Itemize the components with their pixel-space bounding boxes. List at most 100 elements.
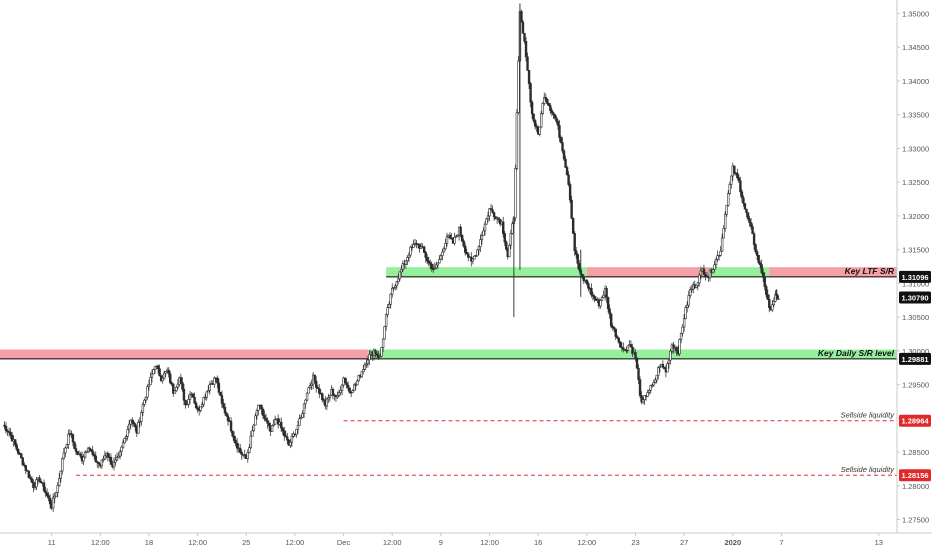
candle-body: [368, 354, 371, 361]
time-axis-tick-label: 12:00: [286, 538, 305, 547]
candle-body: [486, 215, 490, 220]
candle-body: [4, 426, 8, 432]
candle-body: [772, 301, 776, 306]
candle-body: [658, 366, 662, 368]
candle-body: [505, 241, 508, 250]
candle-body: [467, 253, 470, 258]
candle-body: [146, 386, 149, 398]
candle-body: [517, 60, 520, 113]
sellside-upper-line-badge: [899, 414, 931, 427]
time-axis[interactable]: 11 12:00 18 12:00 25 12:00 Dec 12:00 9 12:00 16 12:…: [48, 533, 883, 547]
price-axis-tick-label: 1.28000: [902, 482, 929, 491]
candle-body: [162, 372, 166, 379]
price-axis-tick-label: 1.34000: [902, 77, 929, 86]
candle-body: [391, 287, 394, 295]
candle-body: [739, 180, 742, 193]
key-ltf-line-badge-text: 1.31096: [901, 273, 928, 282]
candle-body: [328, 395, 332, 398]
candle-body: [535, 125, 538, 128]
candle-body: [284, 435, 287, 438]
candle-body: [39, 481, 43, 484]
candle-body: [725, 204, 728, 215]
candle-body: [453, 237, 456, 244]
candle-body: [459, 226, 462, 236]
candle-body: [327, 397, 330, 400]
candle-body: [112, 461, 116, 468]
candle-body: [574, 250, 578, 255]
candle-body: [83, 452, 87, 458]
candle-body: [564, 158, 567, 168]
candle-body: [543, 97, 546, 104]
candle-body: [614, 328, 617, 337]
price-axis-tick-label: 1.35000: [902, 9, 929, 18]
time-axis-tick-label: 9: [439, 538, 443, 547]
candle-body: [158, 368, 161, 377]
candle-body: [573, 232, 576, 252]
candle-body: [94, 455, 97, 462]
candle-body: [296, 424, 300, 430]
candle-body: [61, 458, 64, 472]
candle-body: [530, 101, 534, 115]
candle-body: [689, 289, 692, 296]
candle-body: [605, 288, 608, 298]
candle-body: [194, 402, 198, 409]
candle-body: [549, 105, 552, 111]
candle-body: [213, 377, 216, 385]
candle-body: [508, 244, 511, 258]
candle-body: [109, 457, 113, 465]
candle-body: [366, 359, 370, 365]
candle-body: [748, 218, 751, 223]
candle-body: [555, 117, 558, 122]
candle-body: [267, 423, 271, 427]
candle-body: [553, 114, 557, 119]
candle-body: [743, 203, 747, 210]
candle-body: [238, 447, 242, 453]
candle-body: [272, 423, 275, 426]
candle-body: [102, 458, 105, 461]
candle-body: [150, 373, 154, 378]
candle-body: [593, 295, 596, 300]
candle-body: [608, 308, 611, 315]
time-axis-tick-label: 12:00: [91, 538, 110, 547]
candle-body: [23, 464, 26, 466]
candle-body: [617, 337, 620, 343]
candle-body: [91, 450, 94, 455]
candle-body: [599, 299, 602, 307]
candle-body: [654, 379, 657, 383]
candle-body: [295, 428, 298, 435]
candle-body: [581, 273, 584, 278]
candle-body: [301, 413, 304, 418]
key-ltf-zone-red: [586, 267, 709, 277]
candle-body: [305, 392, 309, 401]
candle-body: [441, 251, 444, 257]
candle-body: [286, 436, 289, 441]
candle-body: [576, 254, 579, 264]
candle-body: [270, 425, 274, 432]
candle-body: [281, 427, 284, 432]
candle-body: [220, 395, 224, 404]
candle-body: [752, 233, 756, 245]
candle-body: [45, 492, 49, 496]
candle-body: [587, 283, 590, 289]
candle-body: [96, 461, 99, 463]
candle-body: [602, 294, 605, 298]
candle-body: [35, 479, 38, 488]
candle-body: [679, 332, 683, 340]
candle-body: [316, 387, 319, 389]
candle-body: [509, 233, 513, 246]
candle-body: [193, 396, 196, 404]
candle-body: [435, 264, 438, 269]
candle-body: [760, 264, 763, 273]
time-axis-tick-label: 12:00: [480, 538, 499, 547]
candle-body: [226, 415, 230, 422]
candle-body: [762, 272, 765, 278]
candle-body: [634, 352, 637, 359]
candle-body: [164, 371, 167, 374]
candle-body: [123, 437, 126, 444]
candle-body: [231, 430, 234, 437]
candle-body: [30, 478, 34, 483]
candle-body: [15, 444, 18, 450]
candle-body: [51, 497, 55, 509]
candle-body: [704, 274, 707, 277]
